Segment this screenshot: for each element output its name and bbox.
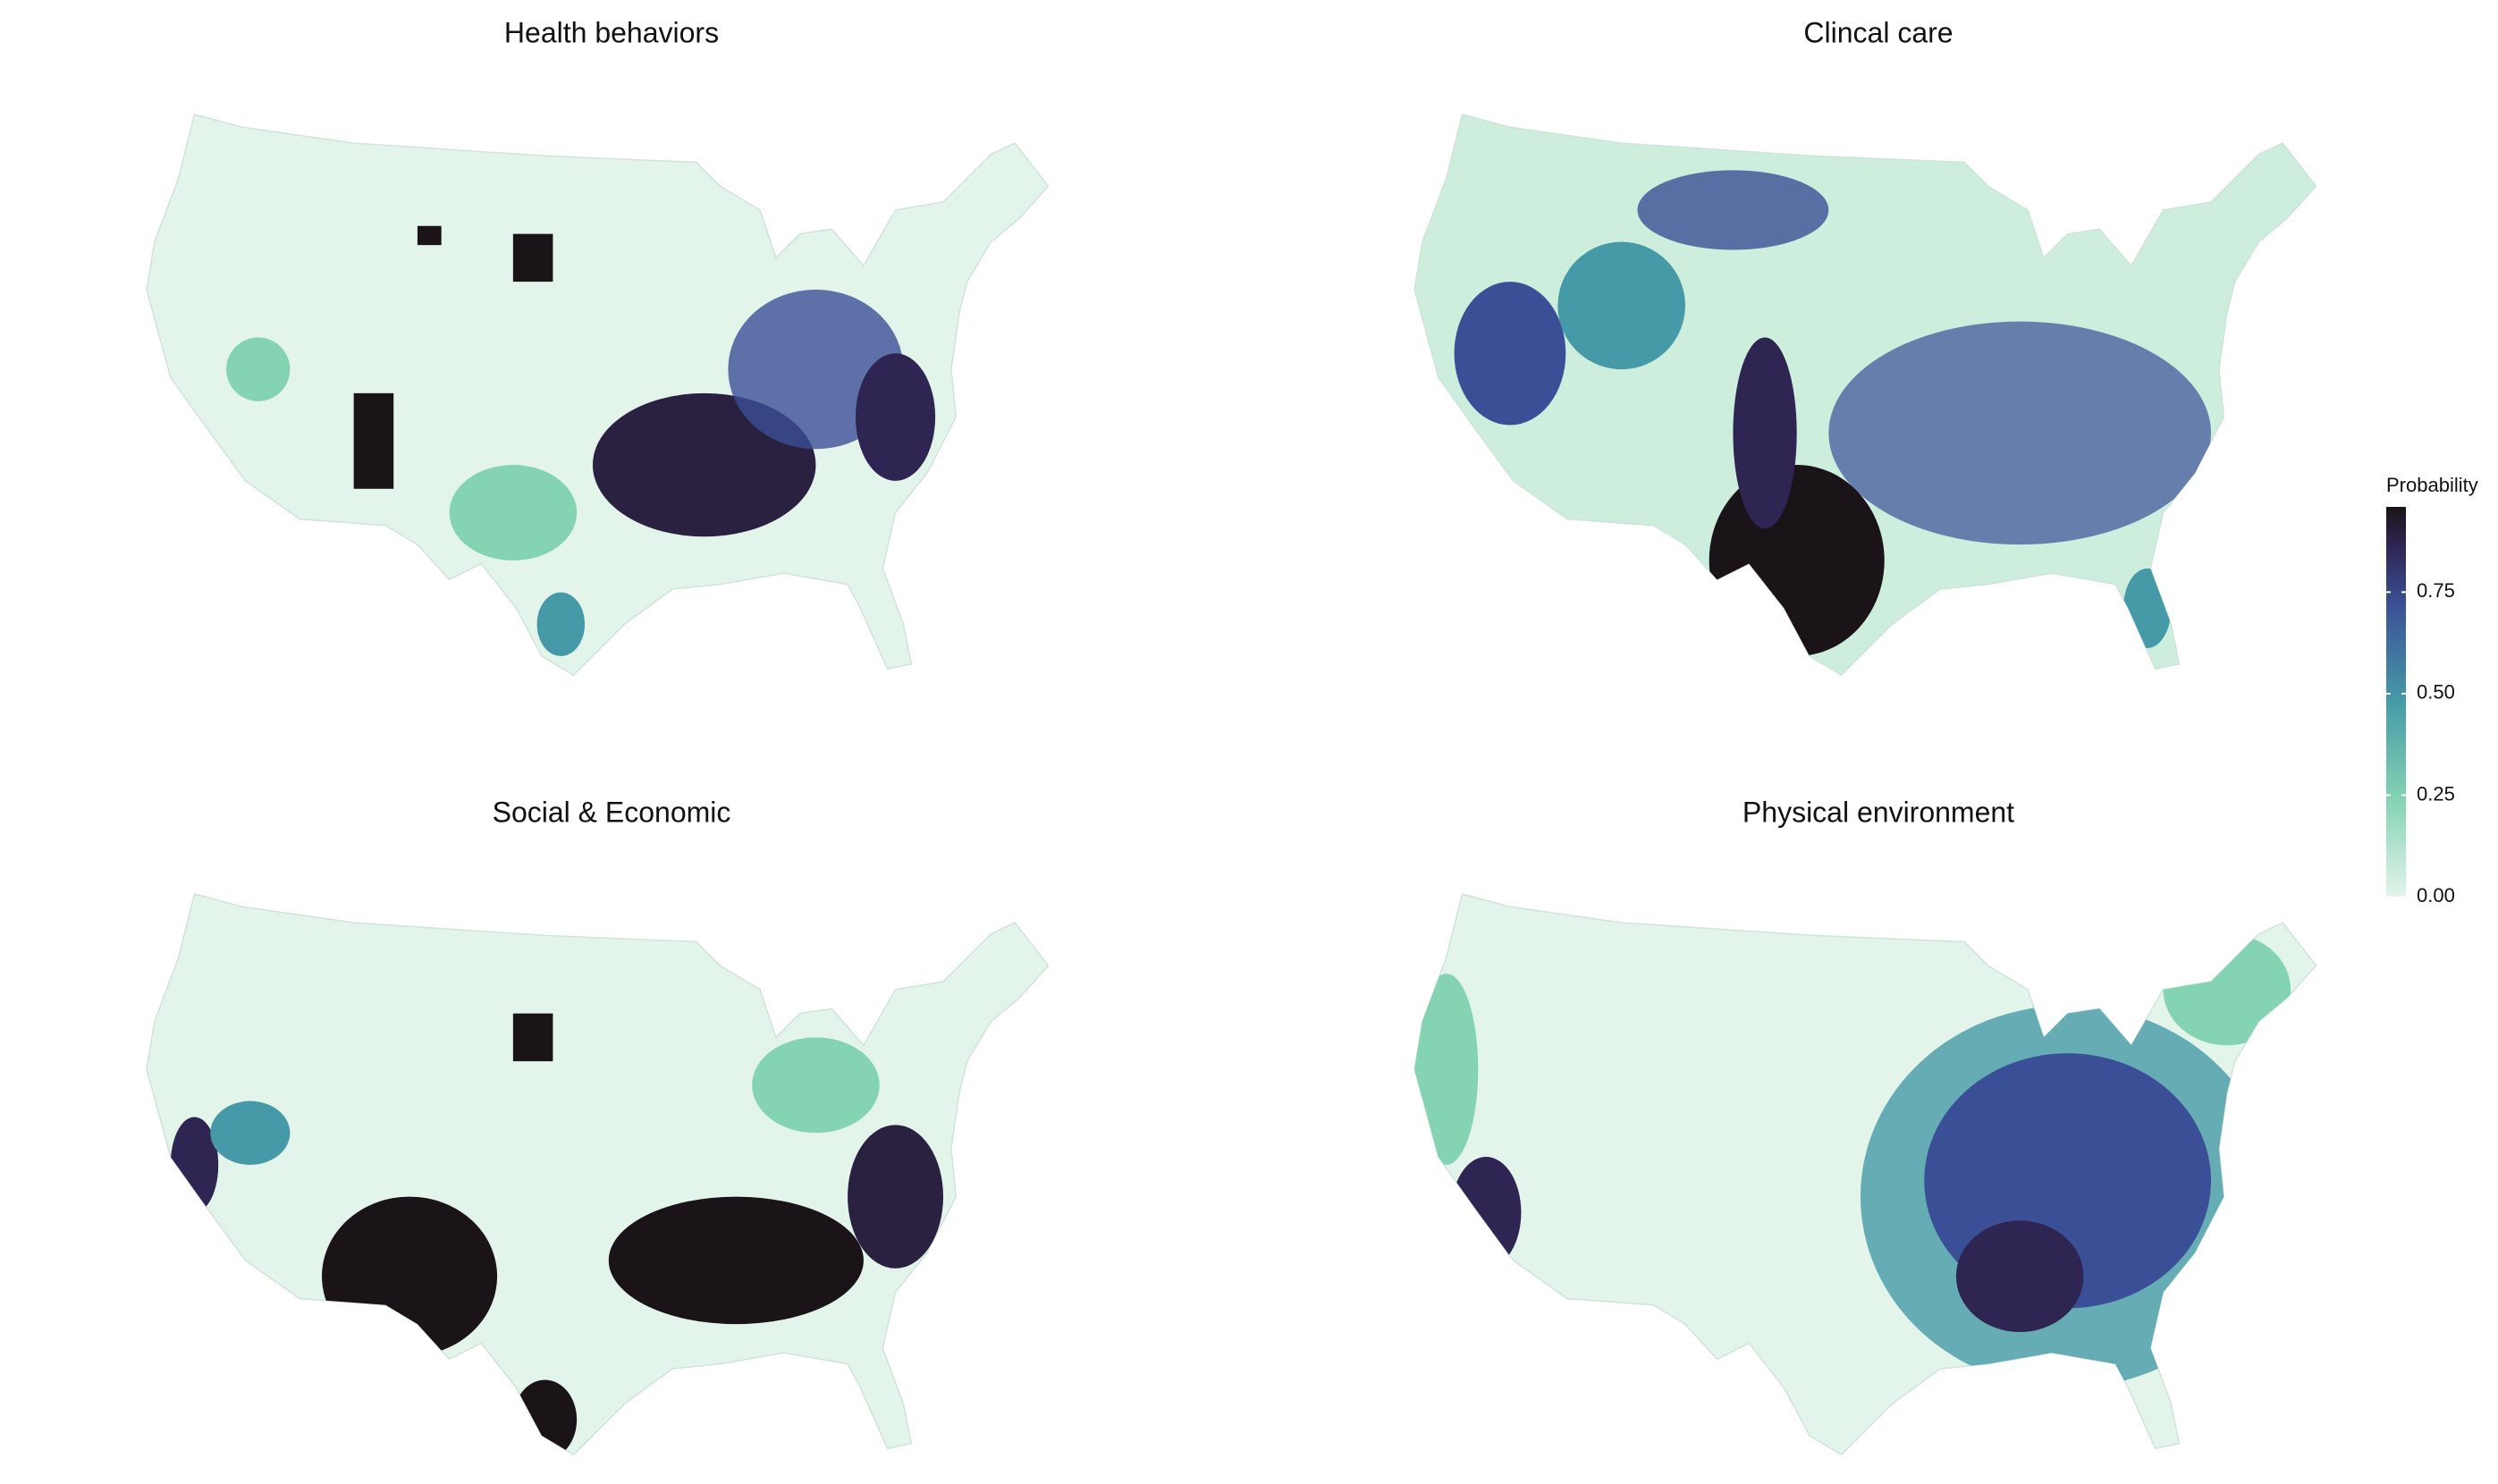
colorbar-tick-label: 0.25	[2417, 782, 2455, 805]
colorbar-tick-label: 0.75	[2417, 579, 2455, 602]
county-pattern	[170, 1013, 943, 1455]
colorbar-tick-label: 0.00	[2417, 884, 2455, 906]
map-clinical-care	[1414, 114, 2317, 677]
panel-title: Social & Economic	[493, 796, 731, 828]
map-social-economic	[146, 893, 1050, 1456]
legend-title: Probability	[2386, 474, 2478, 496]
panel-titles: Health behaviors Clincal care Social & E…	[493, 16, 2015, 828]
panel-title: Clincal care	[1803, 16, 1953, 48]
colorbar	[2386, 507, 2406, 897]
panel-title: Health behaviors	[504, 16, 719, 48]
panel-title: Physical environment	[1743, 796, 2014, 828]
colorbar-tick-label: 0.50	[2417, 681, 2455, 704]
county-pattern	[226, 225, 936, 656]
map-health-behaviors	[146, 114, 1050, 677]
map-physical-environment	[1414, 893, 2317, 1456]
colorbar-legend: Probability 0.00 0.25 0.50 0.75	[2386, 474, 2478, 906]
